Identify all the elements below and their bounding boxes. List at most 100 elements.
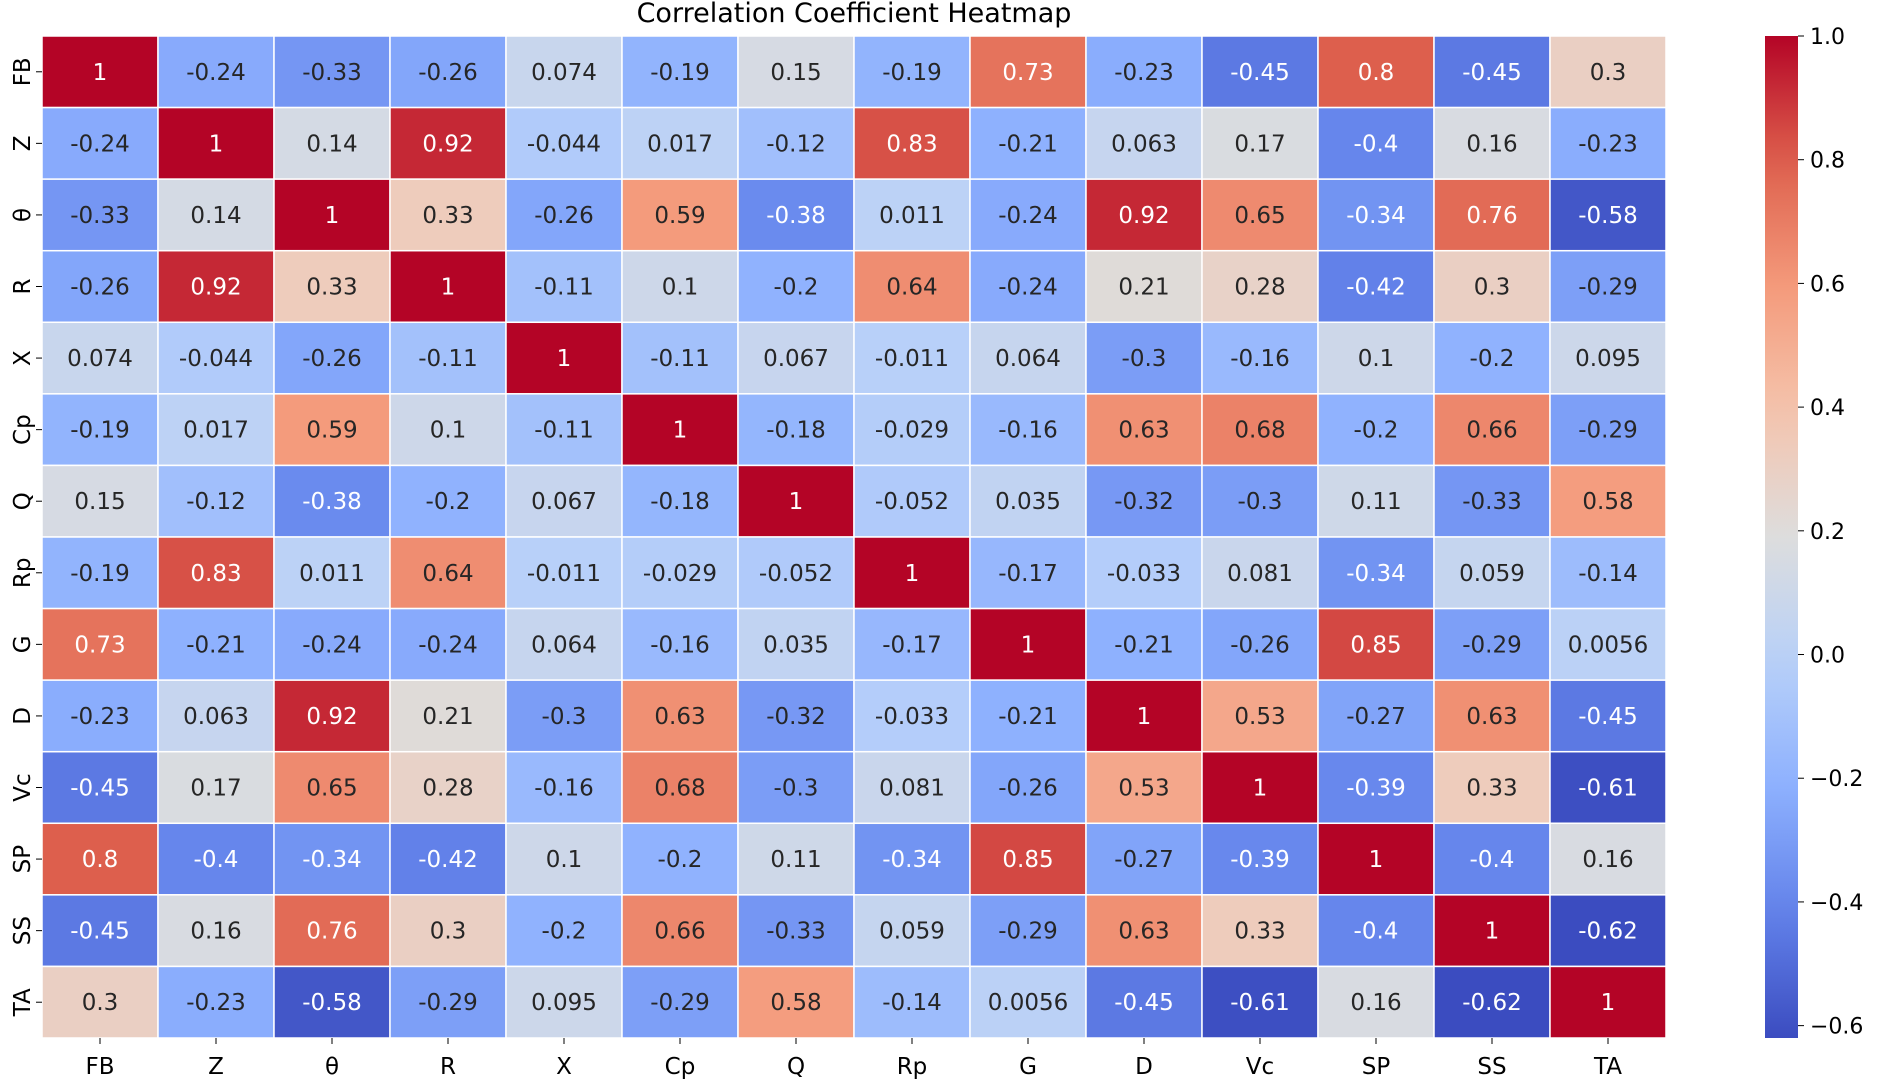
colorbar: 1.0 0.8 0.6 0.4 0.2 0.0 −0.2 −0.4 −0.6 (1765, 25, 1863, 1040)
cell-value-label: 0.92 (1118, 203, 1169, 229)
cell-value-label: 0.8 (1358, 60, 1395, 86)
cell-value-label: 0.035 (763, 632, 829, 658)
cell-value-label: -0.4 (1470, 847, 1515, 873)
y-axis-ticks: FB Zθ R X Cp Q Rp G D Vc SP SS TA (10, 57, 42, 1017)
y-tick-label: SP (10, 845, 36, 874)
heatmap-cell-X-SP (1317, 321, 1435, 395)
heatmap-cell-TA-FB (41, 965, 159, 1039)
cell-value-label: -0.45 (1578, 704, 1638, 730)
cell-value-label: -0.12 (766, 131, 826, 157)
colorbar-tick-label: −0.4 (1810, 891, 1863, 916)
heatmap-cell-SS-Q (737, 894, 855, 968)
heatmap-cell-Q-θ (273, 464, 391, 538)
x-tick-label: D (1135, 1054, 1153, 1080)
cell-value-label: 0.081 (879, 776, 945, 802)
chart-title: Correlation Coefficient Heatmap (637, 0, 1072, 29)
cell-value-label: 0.28 (422, 776, 473, 802)
heatmap-cell-Vc-Vc (1201, 750, 1319, 825)
y-tick-label: Q (10, 492, 36, 510)
heatmap-cell-R-SP (1317, 249, 1435, 324)
cell-value-label: -0.42 (1346, 275, 1406, 301)
cell-value-label: 0.1 (1358, 346, 1395, 372)
x-tick-label: X (556, 1054, 572, 1080)
heatmap-cell-SS-Vc (1201, 894, 1319, 968)
cell-value-label: -0.27 (1346, 704, 1406, 730)
cell-value-label: 0.21 (422, 704, 473, 730)
heatmap-cell-Cp-X (505, 393, 623, 467)
cell-value-label: 0.73 (1002, 60, 1053, 86)
cell-value-label: 1 (1021, 632, 1036, 658)
heatmap-cell-Rp-X (505, 536, 623, 610)
heatmap-cell-Vc-X (505, 750, 623, 825)
heatmap-cell-θ-FB (41, 178, 159, 252)
cell-value-label: -0.2 (426, 489, 471, 515)
heatmap-cell-TA-SS (1433, 965, 1551, 1039)
heatmap-cell-Z-SS (1433, 106, 1551, 180)
heatmap-cell-Vc-G (969, 750, 1087, 825)
heatmap-cell-Cp-Z (157, 393, 275, 467)
cell-value-label: 0.17 (190, 776, 241, 802)
heatmap-cell-R-SS (1433, 249, 1551, 324)
heatmap-cell-Rp-G (969, 536, 1087, 610)
heatmap-cell-FB-SP (1317, 35, 1435, 109)
cell-value-label: -0.21 (186, 632, 246, 658)
cell-value-label: -0.33 (70, 203, 130, 229)
heatmap-cell-FB-D (1085, 35, 1203, 109)
cell-value-label: -0.21 (1114, 632, 1174, 658)
cell-value-label: 0.83 (886, 131, 937, 157)
colorbar-tick-label: 1.0 (1810, 25, 1845, 50)
cell-value-label: -0.2 (774, 275, 819, 301)
cell-value-label: 0.063 (183, 704, 249, 730)
cell-value-label: 0.15 (770, 60, 821, 86)
heatmap-cell-Cp-SP (1317, 393, 1435, 467)
cell-value-label: 0.0056 (1568, 632, 1648, 658)
cell-value-label: 0.064 (995, 346, 1061, 372)
heatmap-cell-Vc-Cp (621, 750, 739, 825)
cell-value-label: -0.39 (1346, 776, 1406, 802)
cell-value-label: 0.3 (1474, 275, 1511, 301)
y-tick-label: Cp (10, 414, 36, 445)
heatmap-cell-D-Z (157, 679, 275, 753)
cell-value-label: -0.26 (534, 203, 594, 229)
colorbar-gradient (1765, 36, 1798, 1038)
y-tick-label: R (10, 278, 36, 294)
cell-value-label: 0.017 (183, 418, 249, 444)
cell-value-label: 1 (1485, 919, 1500, 945)
cell-value-label: 0.64 (422, 561, 473, 587)
heatmap-cell-Q-Vc (1201, 464, 1319, 538)
heatmap-cell-R-G (969, 249, 1087, 324)
heatmap-cell-D-SP (1317, 679, 1435, 753)
cell-value-label: 0.33 (306, 275, 357, 301)
cell-value-label: -0.3 (774, 776, 819, 802)
y-tick-label: TA (10, 988, 36, 1017)
cell-value-label: -0.26 (70, 275, 130, 301)
heatmap-cell-Rp-R (389, 536, 507, 610)
cell-value-label: 0.83 (190, 561, 241, 587)
cell-value-label: 0.059 (879, 919, 945, 945)
cell-value-label: -0.11 (650, 346, 710, 372)
cell-value-label: -0.044 (179, 346, 253, 372)
cell-value-label: 0.16 (1350, 990, 1401, 1016)
heatmap-cell-Vc-Rp (853, 750, 971, 825)
cell-value-label: -0.24 (418, 632, 478, 658)
cell-value-label: -0.26 (302, 346, 362, 372)
heatmap-cell-R-X (505, 249, 623, 324)
cell-value-label: -0.42 (418, 847, 478, 873)
cell-value-label: -0.29 (998, 919, 1058, 945)
heatmap-cell-SP-Cp (621, 822, 739, 896)
cell-value-label: 0.3 (430, 919, 467, 945)
cell-value-label: -0.45 (70, 776, 130, 802)
cell-value-label: -0.24 (998, 275, 1058, 301)
heatmap-cell-Z-θ (273, 106, 391, 180)
heatmap-cell-Rp-SP (1317, 536, 1435, 610)
cell-value-label: -0.38 (302, 489, 362, 515)
heatmap-cell-Cp-Rp (853, 393, 971, 467)
cell-value-label: 0.063 (1111, 131, 1177, 157)
heatmap-cell-θ-SP (1317, 178, 1435, 252)
cell-value-label: -0.4 (1354, 131, 1399, 157)
cell-value-label: 0.14 (190, 203, 241, 229)
cell-value-label: -0.21 (998, 131, 1058, 157)
heatmap-cell-Q-SP (1317, 464, 1435, 538)
cell-value-label: -0.18 (650, 489, 710, 515)
heatmap-cell-Vc-Q (737, 750, 855, 825)
